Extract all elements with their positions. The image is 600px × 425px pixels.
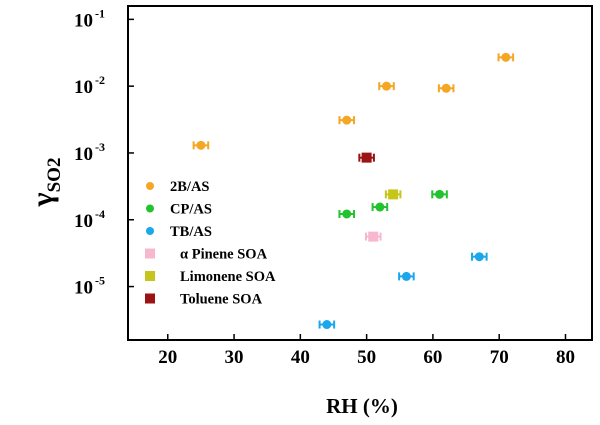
legend-marker [145,293,155,304]
series--pinene-soa [364,231,382,242]
data-point [474,252,484,262]
data-points [192,52,515,330]
y-tick-base: 10 [74,278,93,299]
series-tb-as [318,252,488,330]
data-point [501,52,511,62]
y-tick-label: 10 -5 [74,274,105,299]
series-toluene-soa [358,152,375,163]
x-axis: 20 30 40 50 60 70 80 [158,334,575,368]
x-tick-label: 30 [225,347,244,368]
legend-marker [146,204,154,213]
y-tick-base: 10 [74,144,93,165]
y-tick-label: 10 -4 [74,207,105,232]
legend-marker [145,271,155,281]
legend-item: α Pinene SOA [145,247,268,263]
legend-item: Limonene SOA [145,269,276,285]
legend-label: Limonene SOA [180,269,276,285]
x-tick-label: 70 [490,347,509,368]
legend-label: α Pinene SOA [180,247,268,263]
data-point [361,152,372,163]
y-tick-base: 10 [74,77,93,98]
data-point [401,271,411,281]
data-point [322,320,332,330]
legend-marker [146,227,154,235]
y-axis-label-subscript: SO2 [44,158,65,193]
legend-label: TB/AS [170,224,212,240]
series-limonene-soa [384,189,402,200]
legend-item: 2B/AS [146,179,210,195]
data-point [382,81,392,91]
y-axis-label: γSO2 [26,158,65,208]
y-tick-label: 10 -1 [74,6,105,31]
y-tick-exponent: -2 [95,73,105,87]
svg-text:γSO2: γSO2 [26,158,65,208]
x-tick-label: 80 [556,347,575,368]
data-point [196,140,206,150]
y-tick-exponent: -5 [95,274,105,288]
x-tick-label: 20 [158,347,177,368]
legend-item: Toluene SOA [145,292,263,308]
series-cp-as [338,189,448,219]
plot-border [127,5,593,341]
x-tick-label: 40 [291,347,310,368]
y-tick-exponent: -3 [95,140,105,154]
data-point [375,202,385,212]
y-axis-label-main: γ [26,192,59,207]
data-point [388,189,399,200]
plot-frame [127,5,593,341]
legend-item: CP/AS [146,202,212,218]
legend-label: Toluene SOA [180,292,263,308]
legend-label: 2B/AS [170,179,210,195]
legend: 2B/AS CP/AS TB/AS α Pinene SOA Limonene SOA T… [145,179,276,308]
y-axis: 10-510-410-310-210-1 [74,6,134,299]
y-tick-label: 10 -2 [74,73,105,98]
y-tick-base: 10 [74,211,93,232]
x-axis-label: RH (%) [326,394,398,418]
legend-item: TB/AS [146,224,212,240]
data-point [441,83,451,93]
y-tick-label: 10 -3 [74,140,105,165]
y-tick-base: 10 [74,10,93,31]
x-tick-label: 60 [423,347,442,368]
x-tick-label: 50 [357,347,376,368]
series-2b-as [192,52,515,150]
legend-marker [145,248,155,259]
data-point [368,231,379,242]
legend-label: CP/AS [170,202,212,218]
y-tick-exponent: -1 [95,6,105,20]
data-point [342,115,352,125]
data-point [435,189,445,199]
y-tick-exponent: -4 [95,207,105,221]
data-point [342,209,352,219]
legend-marker [146,182,154,190]
